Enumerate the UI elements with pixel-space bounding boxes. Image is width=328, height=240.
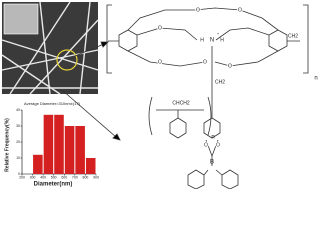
chem-label: O [158, 59, 162, 65]
bar [85, 158, 96, 174]
chem-label: n [211, 135, 214, 141]
chem-label: O [196, 7, 200, 13]
y-tick-label: 20 [16, 140, 20, 144]
x-axis-label: Diameter(nm) [34, 182, 73, 188]
y-axis-label: Relative Frequency(%) [4, 118, 10, 172]
chem-label: O [228, 63, 232, 69]
x-tick-label: 600 [61, 175, 67, 179]
x-tick-label: 900 [93, 175, 99, 179]
chem-label: O [216, 142, 220, 148]
y-tick-label: 40 [16, 108, 20, 112]
chem-label: O [158, 25, 162, 31]
x-tick-label: 300 [30, 175, 36, 179]
histogram: Average Diameter=310nm±(17) Diameter(nm)… [4, 101, 80, 188]
chem-label: CH2 [288, 33, 298, 39]
chem-label: B [210, 160, 214, 166]
y-tick-label: 0 [18, 172, 20, 176]
bar [33, 154, 43, 174]
chem-label: H [220, 37, 224, 43]
bar [75, 126, 85, 174]
graphical-abstract: Average Diameter=310nm±(17) Diameter(nm)… [1, 1, 318, 189]
chem-label: + [217, 31, 220, 36]
y-tick-label: 30 [16, 124, 20, 128]
chem-label: CHCH2 [172, 100, 189, 106]
x-tick-label: 800 [83, 175, 89, 179]
x-tick-label: 500 [51, 175, 57, 179]
chem-label: O [204, 142, 208, 148]
x-tick-label: 200 [19, 175, 25, 179]
chem-label: CH2 [215, 79, 225, 85]
bar [64, 126, 75, 174]
chem-label: n [314, 76, 317, 82]
x-tick-label: 400 [40, 175, 46, 179]
arrows [61, 41, 121, 141]
chem-label: H [200, 37, 204, 43]
sem-image [1, 1, 99, 95]
x-tick-label: 700 [72, 175, 78, 179]
chem-label: O [203, 59, 207, 65]
chem-label: N [210, 38, 214, 44]
structures [106, 4, 309, 189]
chem-label: O [238, 7, 242, 13]
bar [54, 114, 64, 174]
y-tick-label: 10 [16, 156, 20, 160]
bar [43, 114, 54, 174]
histogram-title: Average Diameter=310nm±(17) [24, 101, 81, 106]
